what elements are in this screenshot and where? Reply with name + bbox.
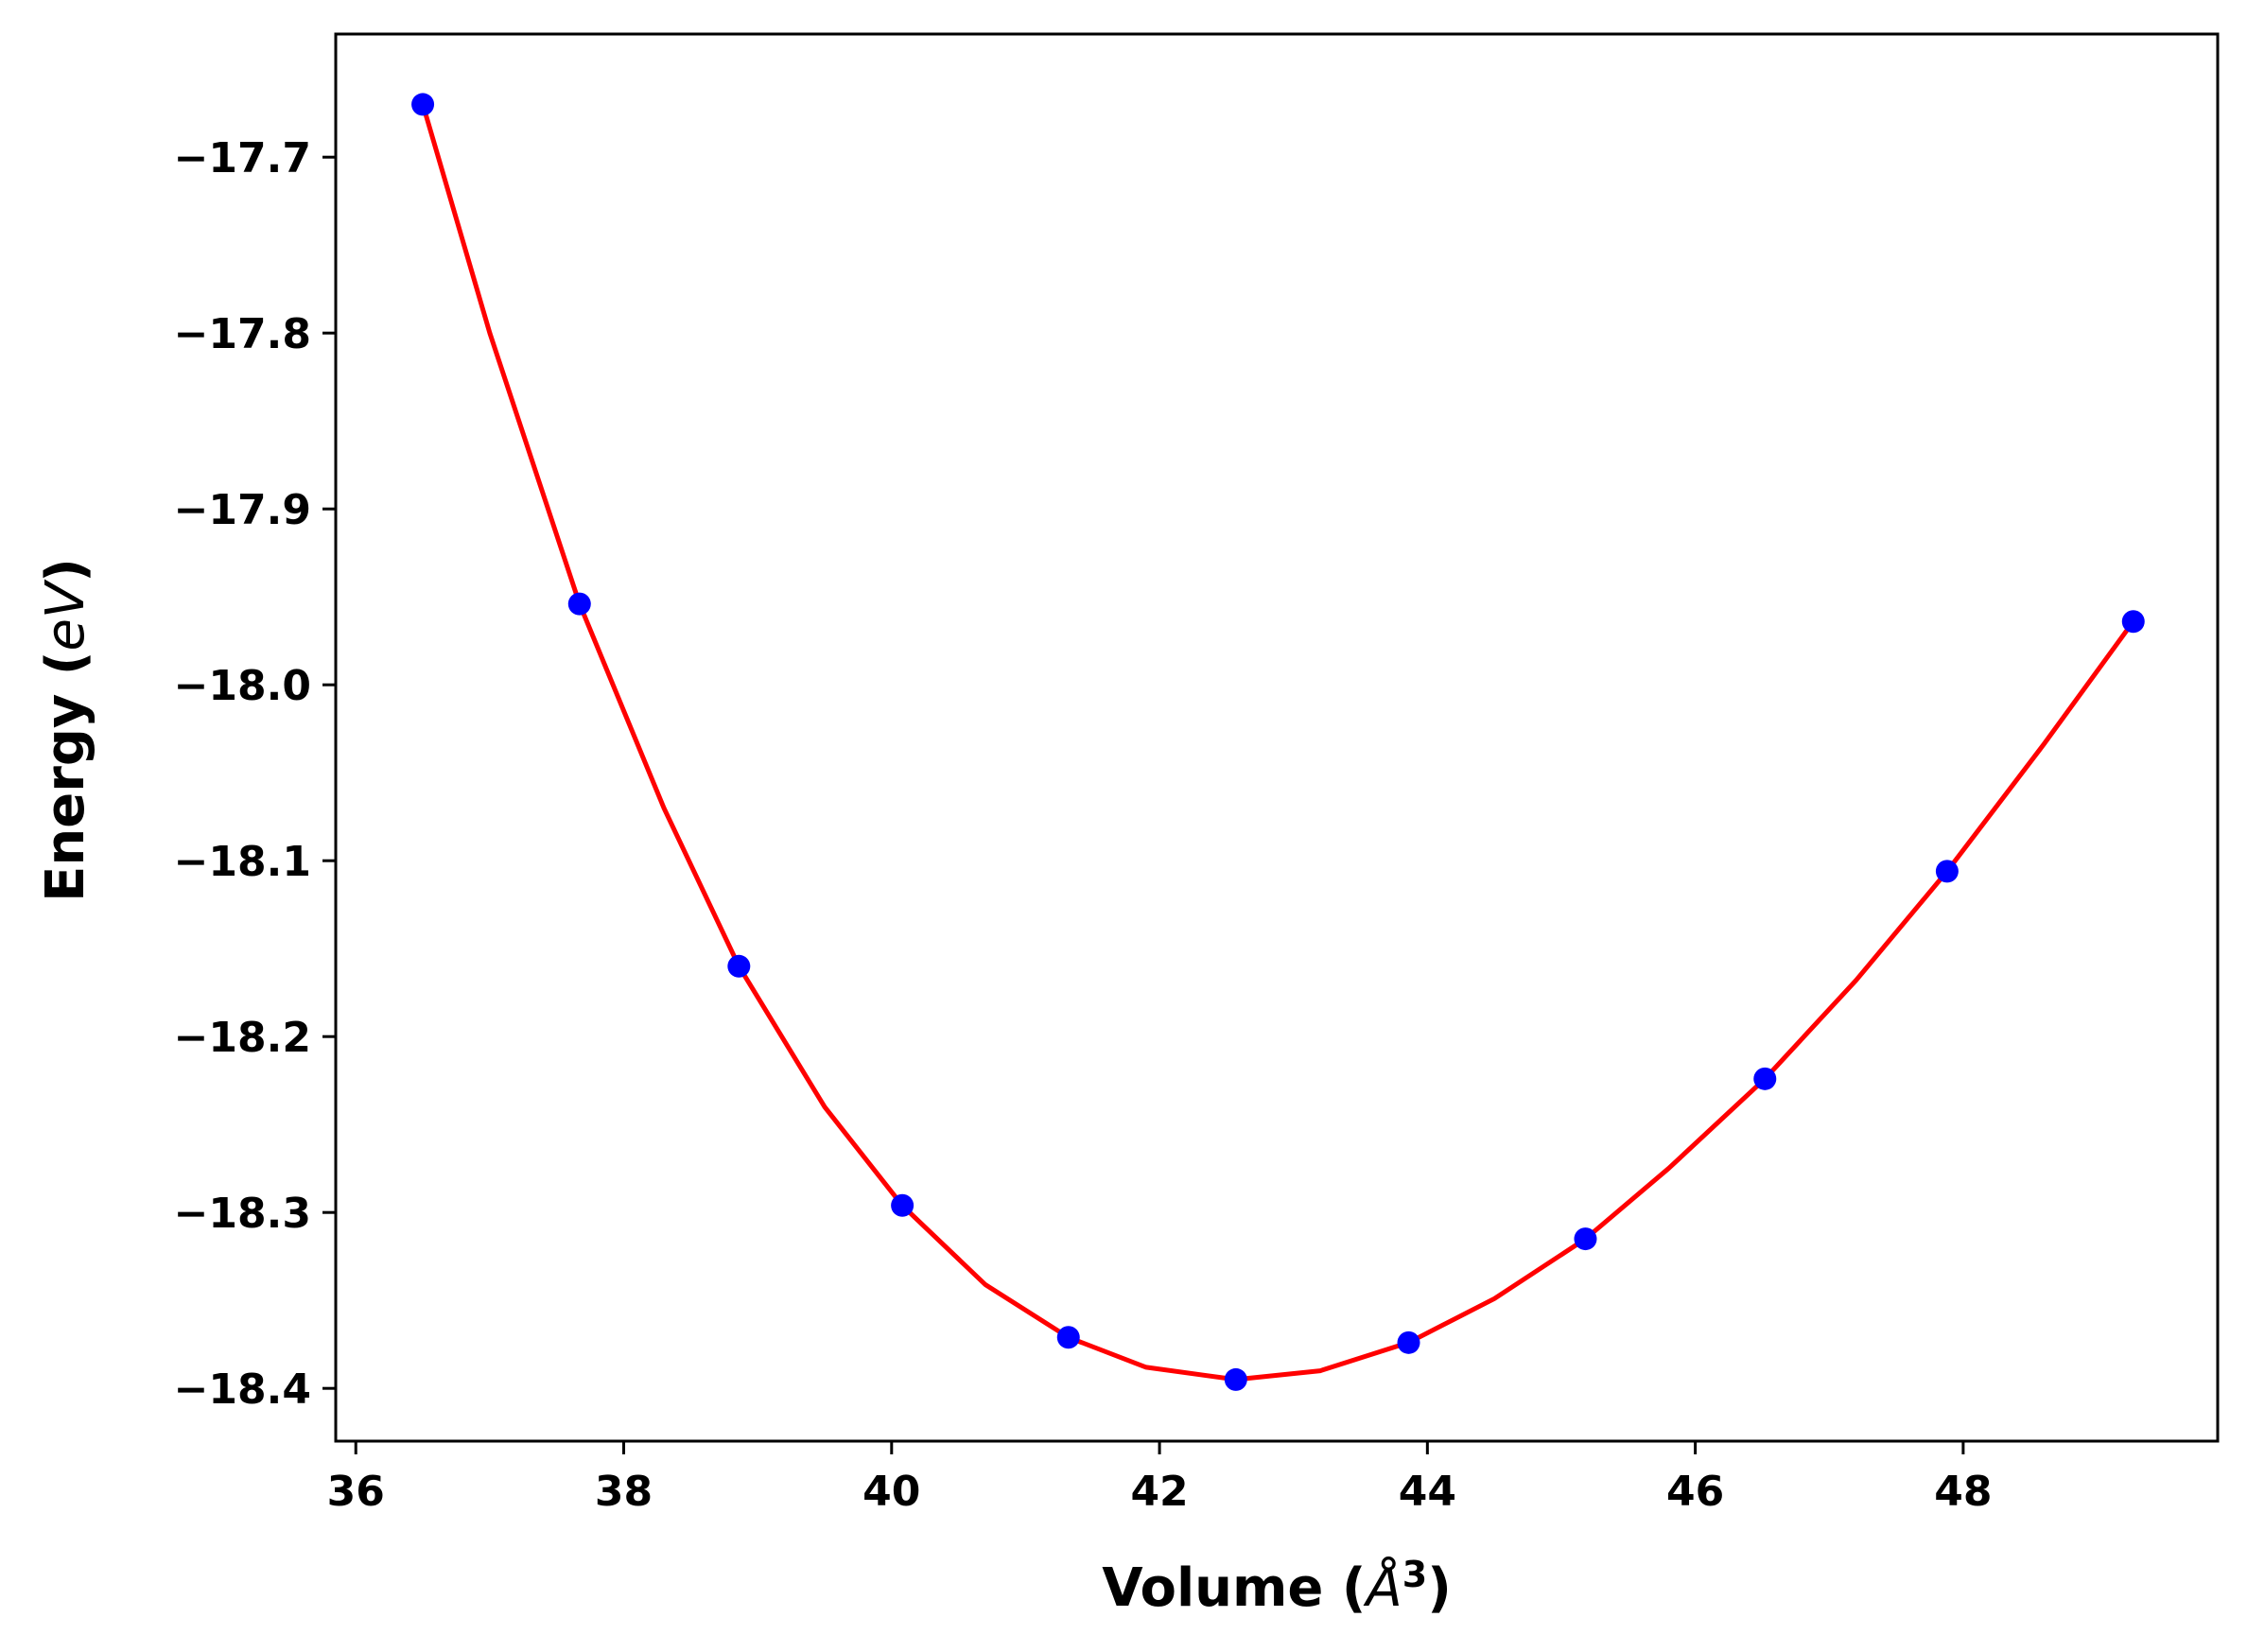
data-point <box>891 1193 914 1217</box>
data-point <box>1935 860 1959 883</box>
x-tick-label: 42 <box>1130 1468 1188 1516</box>
plot-area <box>411 93 2145 1391</box>
data-point <box>1397 1330 1420 1354</box>
x-axis-label: Volume (Å3) <box>1102 1554 1452 1619</box>
y-tick-label: −18.4 <box>174 1365 311 1414</box>
data-point <box>727 954 751 978</box>
data-point <box>1224 1367 1247 1391</box>
data-point <box>567 592 591 616</box>
x-tick-label: 40 <box>862 1468 920 1516</box>
y-axis-label: Energy (eV) <box>35 558 96 902</box>
y-axis-ticks: −17.7 −17.8 −17.9 −18.0 −18.1 −18.2 −18.3 −18.4 <box>174 134 336 1414</box>
data-point <box>2121 610 2145 634</box>
x-tick-label: 46 <box>1666 1468 1724 1516</box>
data-point <box>1574 1227 1597 1251</box>
x-tick-label: 48 <box>1934 1468 1992 1516</box>
y-tick-label: −18.0 <box>174 662 311 710</box>
x-tick-label: 38 <box>595 1468 653 1516</box>
y-tick-label: −17.9 <box>174 486 311 534</box>
x-axis-ticks: 36 38 40 42 44 46 48 <box>327 1441 1993 1516</box>
y-tick-label: −18.3 <box>174 1190 311 1238</box>
y-tick-label: −17.8 <box>174 310 311 358</box>
y-tick-label: −18.1 <box>174 838 311 886</box>
data-point <box>411 93 435 116</box>
y-tick-label: −18.2 <box>174 1014 311 1062</box>
x-tick-label: 44 <box>1399 1468 1456 1516</box>
data-point <box>1056 1326 1080 1349</box>
plot-frame <box>334 32 2220 1443</box>
data-point <box>1753 1067 1777 1090</box>
y-tick-label: −17.7 <box>174 134 311 183</box>
x-tick-label: 36 <box>327 1468 385 1516</box>
